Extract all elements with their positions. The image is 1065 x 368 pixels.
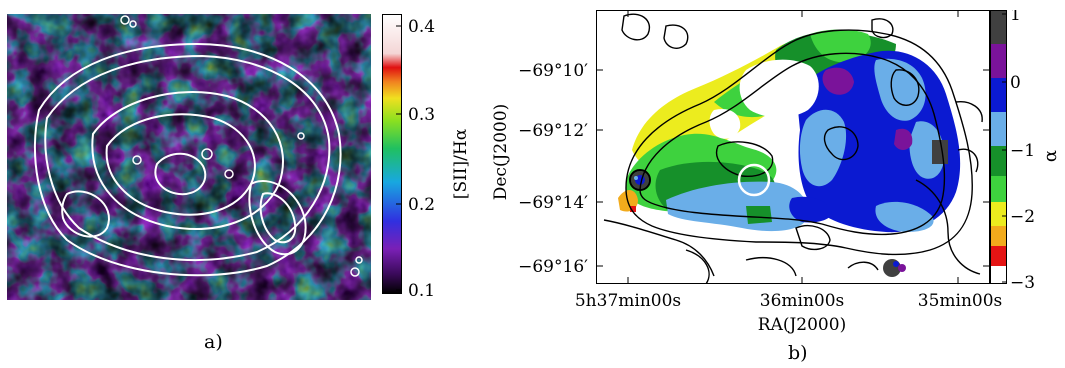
- xtick-label-0: 5h37min00s: [575, 291, 681, 311]
- x-axis-label: RA(J2000): [758, 315, 846, 335]
- panel-b-colorbar: 1 0 −1 −2 −3 α: [990, 10, 1061, 290]
- colorbar-a-tick-0: 0.4: [408, 17, 435, 37]
- panel-a-image: [7, 14, 371, 300]
- xtick-label-2: 35min00s: [918, 291, 1003, 311]
- panel-b-plot: [596, 10, 990, 284]
- colorbar-a-tick-1: 0.3: [408, 105, 435, 125]
- colorbar-a-tick-3: 0.1: [408, 281, 435, 300]
- colorbar-a-tick-2: 0.2: [408, 195, 435, 215]
- ytick-label-3: −69°16′: [518, 257, 588, 277]
- panel-a-colorbar: 0.4 0.3 0.2 0.1 [SII]/Hα: [382, 14, 471, 300]
- ytick-label-1: −69°12′: [518, 121, 588, 141]
- panel-b-axes: −69°10′ −69°12′ −69°14′ −69°16′ Dec(J200…: [491, 61, 1003, 335]
- y-axis-label: Dec(J2000): [491, 104, 511, 201]
- colorbar-b-tick-3: −2: [1010, 207, 1035, 227]
- colorbar-b-label: α: [1040, 150, 1061, 162]
- colorbar-b-tick-1: 0: [1010, 73, 1021, 93]
- colorbar-b-tick-0: 1: [1010, 10, 1021, 25]
- ytick-label-2: −69°14′: [518, 193, 588, 213]
- colorbar-b-tick-4: −3: [1010, 273, 1035, 290]
- colorbar-a-label: [SII]/Hα: [451, 128, 471, 199]
- xtick-label-1: 36min00s: [760, 291, 845, 311]
- colorbar-b-tick-2: −1: [1010, 141, 1035, 161]
- ytick-label-0: −69°10′: [518, 61, 588, 81]
- panel-a-caption: a): [204, 331, 223, 353]
- panel-b-caption: b): [788, 342, 808, 364]
